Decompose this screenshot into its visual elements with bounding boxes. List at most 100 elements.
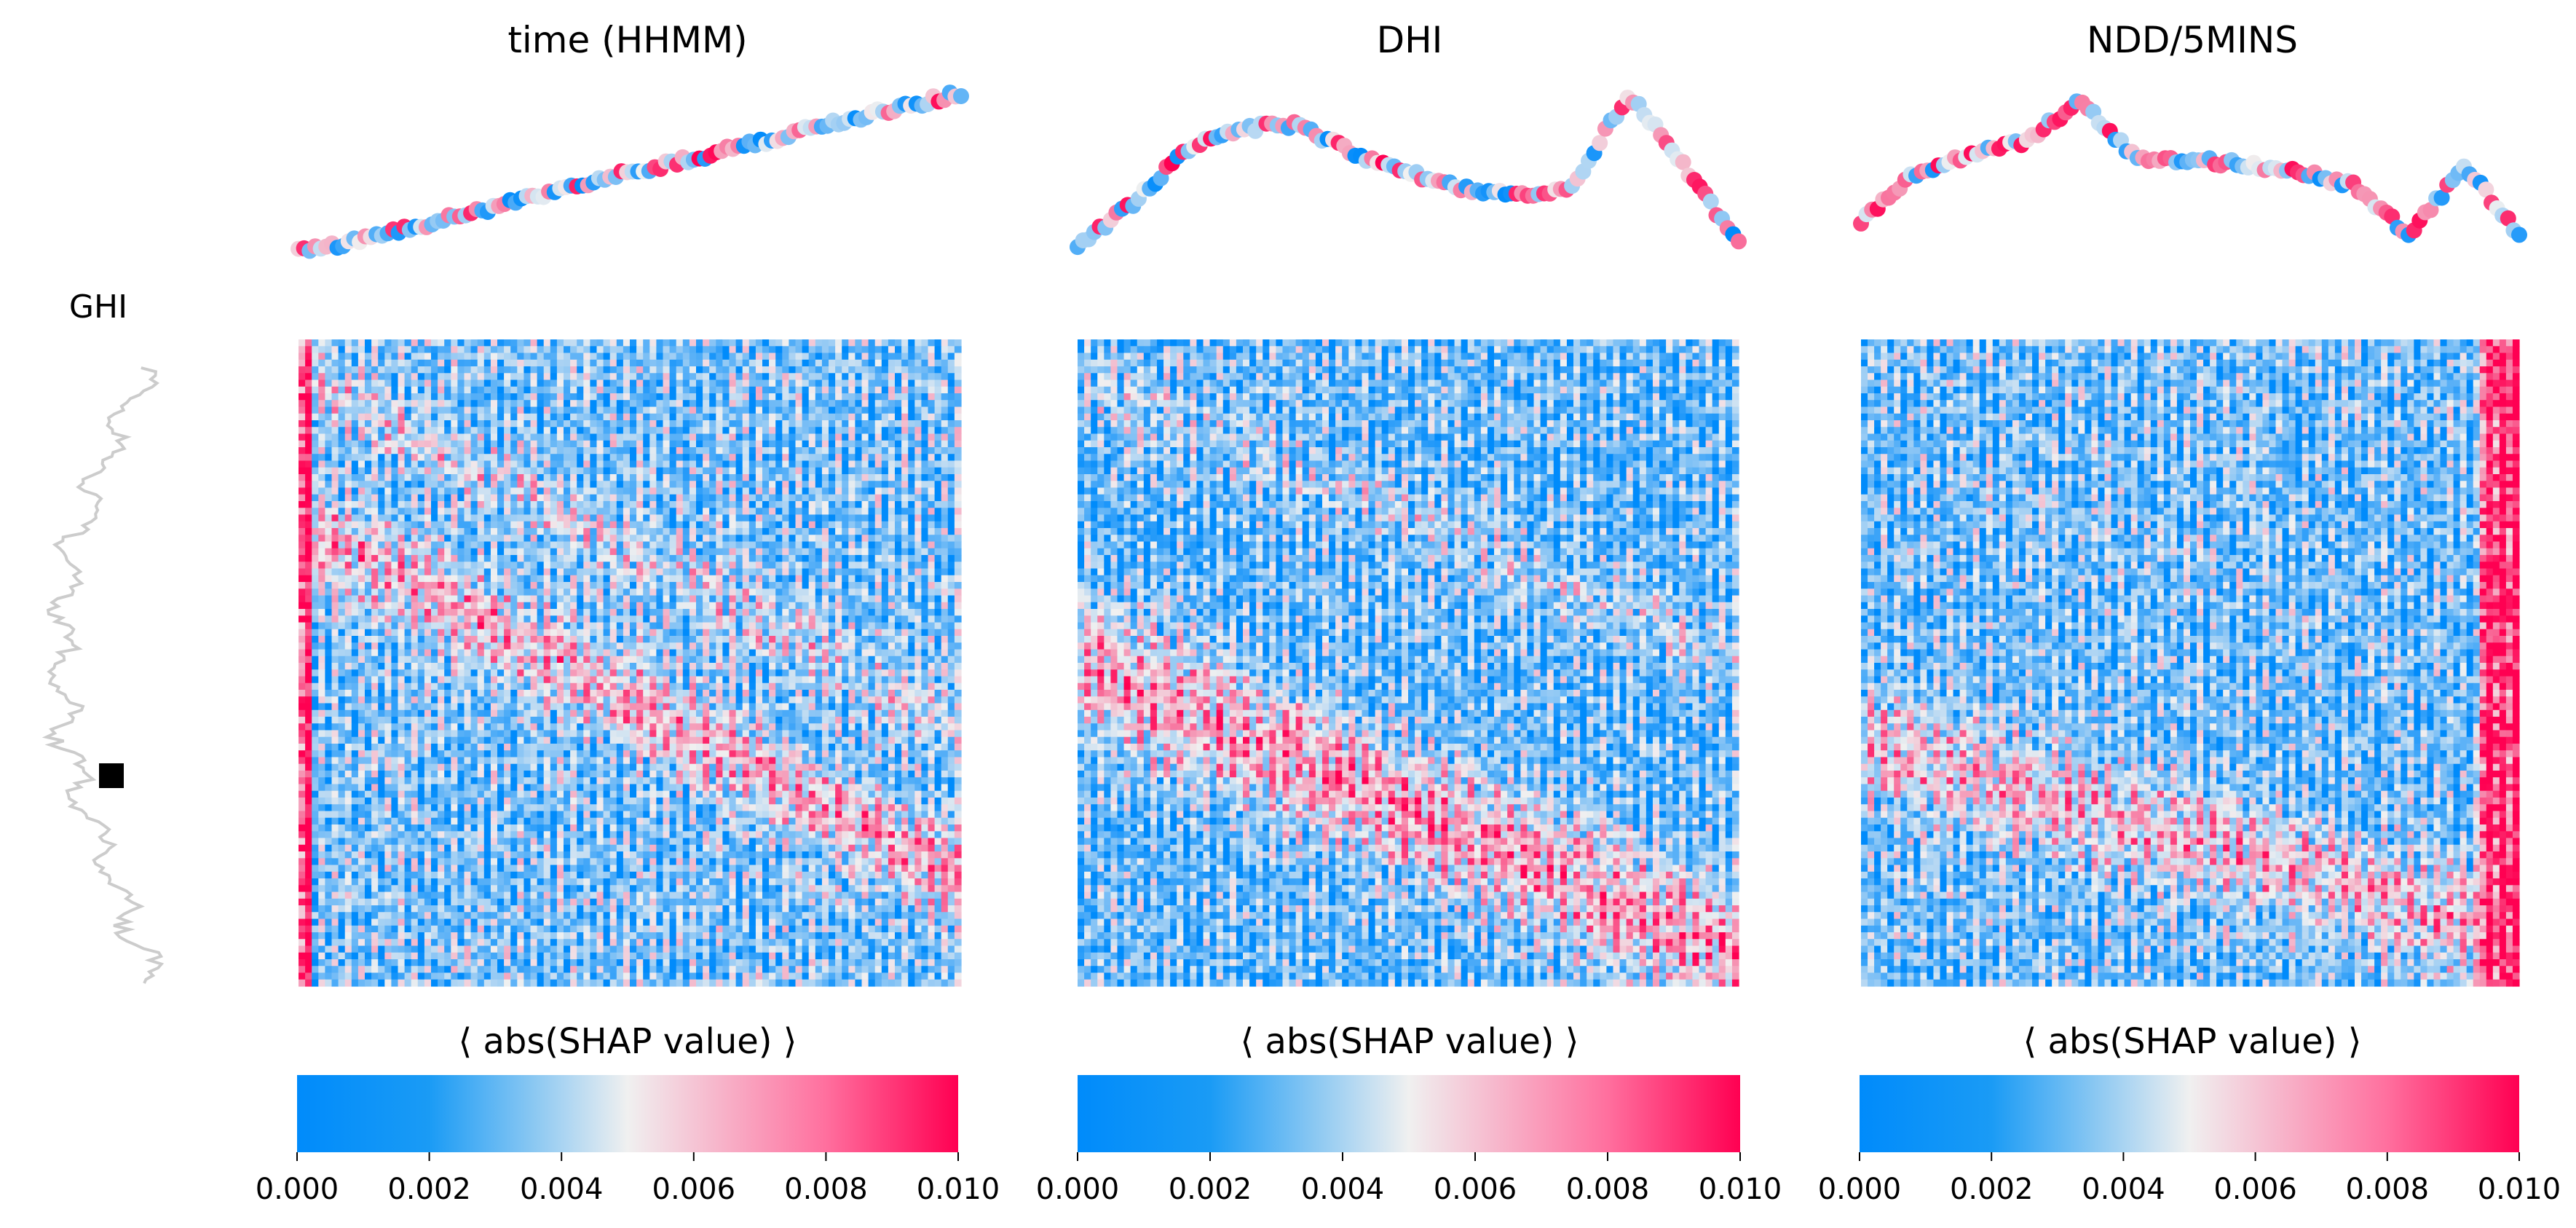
heatmap-cell — [504, 346, 511, 353]
heatmap-cell — [848, 380, 856, 387]
heatmap-cell — [305, 360, 312, 367]
heatmap-cell — [683, 360, 690, 367]
heatmap-cell — [901, 393, 909, 401]
heatmap-cell — [583, 387, 590, 394]
heatmap-cell — [914, 387, 922, 394]
heatmap-cell — [636, 373, 644, 380]
heatmap-cell — [451, 339, 458, 347]
heatmap-cell — [656, 360, 663, 367]
heatmap-cell — [544, 380, 551, 387]
heatmap-cell — [809, 339, 816, 347]
heatmap-cell — [299, 380, 306, 387]
heatmap-cell — [583, 339, 590, 347]
heatmap-cell — [391, 346, 398, 353]
heatmap-cell — [365, 407, 372, 414]
heatmap-cell — [670, 346, 677, 353]
heatmap-cell — [524, 366, 531, 374]
heatmap-cell — [948, 407, 955, 414]
heatmap-cell — [722, 414, 730, 421]
heatmap-cell — [570, 380, 577, 387]
heatmap-cell — [431, 353, 438, 361]
heatmap-cell — [743, 407, 750, 414]
heatmap-cell — [332, 360, 339, 367]
heatmap-cell — [371, 339, 379, 347]
heatmap-cell — [318, 387, 325, 394]
heatmap-cell — [484, 339, 491, 347]
heatmap-cell — [769, 380, 776, 387]
heatmap-cell — [670, 360, 677, 367]
heatmap-cell — [378, 360, 385, 367]
heatmap-cell — [471, 387, 478, 394]
heatmap-cell — [722, 366, 730, 374]
heatmap-cell — [835, 346, 842, 353]
heatmap-cell — [749, 353, 756, 361]
heatmap-cell — [424, 414, 432, 421]
heatmap-cell — [604, 373, 611, 380]
heatmap-cell — [444, 407, 451, 414]
heatmap-cell — [391, 407, 398, 414]
heatmap-cell — [398, 414, 406, 421]
heatmap-cell — [822, 353, 829, 361]
heatmap-cell — [855, 366, 862, 374]
heatmap-cell — [384, 366, 392, 374]
heatmap-cell — [649, 353, 657, 361]
heatmap-cell — [835, 366, 842, 374]
heatmap-cell — [358, 373, 366, 380]
heatmap-cell — [901, 380, 909, 387]
heatmap-cell — [736, 407, 743, 414]
heatmap-cell — [398, 373, 406, 380]
heatmap-cell — [690, 373, 697, 380]
heatmap-cell — [749, 366, 756, 374]
heatmap-cell — [478, 387, 485, 394]
heatmap-cell — [749, 360, 756, 367]
heatmap-cell — [623, 360, 631, 367]
heatmap-cell — [623, 366, 631, 374]
heatmap-cell — [914, 414, 922, 421]
heatmap-cell — [862, 373, 869, 380]
heatmap-cell — [782, 373, 789, 380]
heatmap-cell — [438, 353, 445, 361]
heatmap-cell — [690, 414, 697, 421]
heatmap-cell — [339, 387, 346, 394]
heatmap-cell — [583, 373, 590, 380]
heatmap-cell — [796, 346, 803, 353]
heatmap-cell — [775, 400, 783, 407]
heatmap-cell — [730, 393, 737, 401]
heatmap-cell — [809, 400, 816, 407]
heatmap-cell — [604, 339, 611, 347]
heatmap-cell — [623, 407, 631, 414]
heatmap-cell — [690, 346, 697, 353]
heatmap-cell — [716, 380, 723, 387]
heatmap-cell — [775, 346, 783, 353]
heatmap-cell — [557, 360, 564, 367]
heatmap-cell — [630, 380, 637, 387]
heatmap-cell — [465, 360, 472, 367]
heatmap-cell — [465, 400, 472, 407]
heatmap-cell — [848, 400, 856, 407]
heatmap-cell — [643, 414, 650, 421]
heatmap-cell — [411, 407, 419, 414]
heatmap-cell — [544, 414, 551, 421]
heatmap-cell — [656, 387, 663, 394]
heatmap-cell — [590, 407, 597, 414]
heatmap-cell — [557, 366, 564, 374]
heatmap-cell — [914, 353, 922, 361]
heatmap-cell — [411, 414, 419, 421]
heatmap-cell — [908, 339, 915, 347]
heatmap-cell — [815, 346, 823, 353]
heatmap-cell — [736, 414, 743, 421]
heatmap-cell — [583, 346, 590, 353]
heatmap-cell — [418, 393, 425, 401]
heatmap-cell — [617, 400, 624, 407]
heatmap-cell — [882, 339, 889, 347]
heatmap-cell — [643, 387, 650, 394]
heatmap-cell — [564, 366, 571, 374]
heatmap-cell — [941, 353, 949, 361]
heatmap-cell — [696, 393, 703, 401]
heatmap-cell — [842, 387, 849, 394]
heatmap-cell — [358, 339, 366, 347]
heatmap-cell — [339, 346, 346, 353]
heatmap-cell — [583, 366, 590, 374]
heatmap-cell — [935, 353, 942, 361]
heatmap-cell — [756, 400, 763, 407]
